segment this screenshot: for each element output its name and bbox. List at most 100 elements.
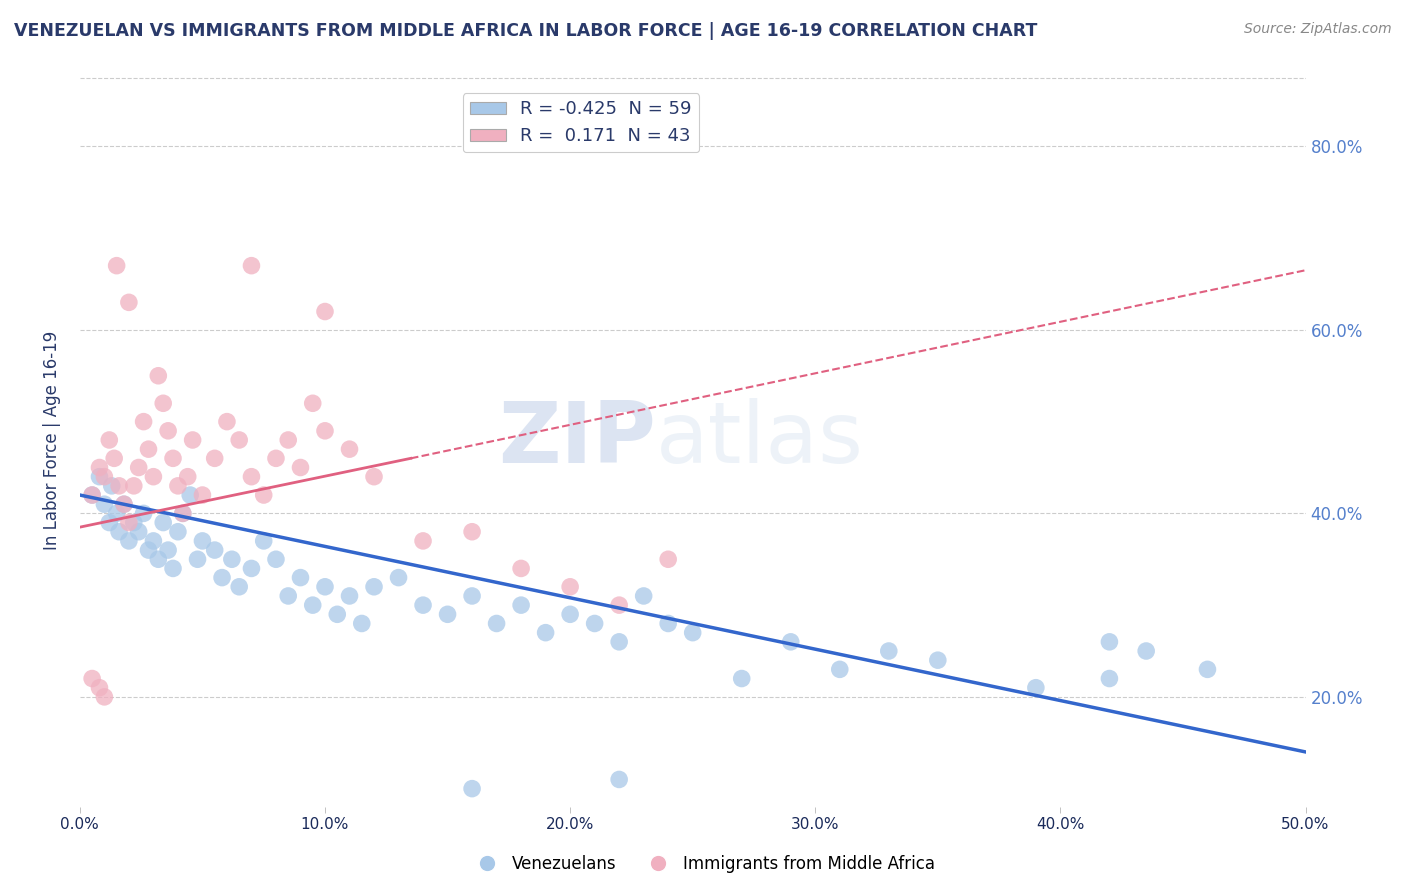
Point <box>534 625 557 640</box>
Point <box>339 442 361 457</box>
Point <box>510 598 533 612</box>
Point <box>326 607 349 622</box>
Point <box>221 552 243 566</box>
Point <box>204 451 226 466</box>
Point <box>510 561 533 575</box>
Point <box>461 781 484 796</box>
Point <box>314 304 336 318</box>
Point <box>290 571 312 585</box>
Text: VENEZUELAN VS IMMIGRANTS FROM MIDDLE AFRICA IN LABOR FORCE | AGE 16-19 CORRELATI: VENEZUELAN VS IMMIGRANTS FROM MIDDLE AFR… <box>14 22 1038 40</box>
Point <box>253 488 276 502</box>
Point <box>1098 672 1121 686</box>
Point <box>657 616 679 631</box>
Point <box>779 635 801 649</box>
Point <box>657 552 679 566</box>
Point <box>301 396 323 410</box>
Point <box>253 533 276 548</box>
Point <box>1197 662 1219 676</box>
Point <box>103 451 125 466</box>
Point <box>314 424 336 438</box>
Point <box>228 580 250 594</box>
Point <box>558 580 581 594</box>
Point <box>583 616 606 631</box>
Point <box>204 543 226 558</box>
Point <box>290 460 312 475</box>
Point <box>112 497 135 511</box>
Point <box>186 552 208 566</box>
Point <box>138 543 160 558</box>
Point <box>148 552 170 566</box>
Point <box>100 479 122 493</box>
Point <box>301 598 323 612</box>
Text: ZIP: ZIP <box>498 399 657 482</box>
Point <box>89 681 111 695</box>
Point <box>633 589 655 603</box>
Point <box>1135 644 1157 658</box>
Point <box>314 580 336 594</box>
Point <box>118 516 141 530</box>
Point <box>162 561 184 575</box>
Point <box>93 690 115 704</box>
Point <box>240 259 263 273</box>
Point <box>363 469 385 483</box>
Point <box>558 607 581 622</box>
Point <box>211 571 233 585</box>
Point <box>128 460 150 475</box>
Point <box>363 580 385 594</box>
Point <box>172 507 194 521</box>
Point <box>162 451 184 466</box>
Point <box>142 533 165 548</box>
Point <box>607 635 630 649</box>
Point <box>167 524 190 539</box>
Point <box>682 625 704 640</box>
Point <box>927 653 949 667</box>
Point <box>461 589 484 603</box>
Point <box>98 433 121 447</box>
Point <box>436 607 458 622</box>
Text: Source: ZipAtlas.com: Source: ZipAtlas.com <box>1244 22 1392 37</box>
Point <box>148 368 170 383</box>
Point <box>412 598 434 612</box>
Point <box>350 616 373 631</box>
Point <box>93 469 115 483</box>
Point <box>167 479 190 493</box>
Point <box>93 497 115 511</box>
Point <box>228 433 250 447</box>
Point <box>387 571 409 585</box>
Point <box>277 433 299 447</box>
Point <box>82 488 104 502</box>
Point <box>828 662 851 676</box>
Point <box>82 672 104 686</box>
Point <box>1025 681 1047 695</box>
Legend: R = -0.425  N = 59, R =  0.171  N = 43: R = -0.425 N = 59, R = 0.171 N = 43 <box>463 93 699 153</box>
Point <box>122 479 145 493</box>
Point <box>215 415 238 429</box>
Point <box>89 469 111 483</box>
Y-axis label: In Labor Force | Age 16-19: In Labor Force | Age 16-19 <box>44 330 60 549</box>
Point <box>277 589 299 603</box>
Point <box>157 543 180 558</box>
Point <box>485 616 508 631</box>
Point <box>264 552 287 566</box>
Point <box>731 672 754 686</box>
Point <box>181 433 204 447</box>
Point <box>132 507 155 521</box>
Point <box>132 415 155 429</box>
Point <box>122 516 145 530</box>
Point <box>177 469 200 483</box>
Point <box>152 396 174 410</box>
Point <box>108 479 131 493</box>
Point <box>877 644 900 658</box>
Point <box>240 469 263 483</box>
Point <box>118 533 141 548</box>
Point <box>1098 635 1121 649</box>
Point <box>142 469 165 483</box>
Point <box>264 451 287 466</box>
Point <box>118 295 141 310</box>
Point <box>172 507 194 521</box>
Legend: Venezuelans, Immigrants from Middle Africa: Venezuelans, Immigrants from Middle Afri… <box>464 848 942 880</box>
Point <box>412 533 434 548</box>
Point <box>607 772 630 787</box>
Point <box>82 488 104 502</box>
Point <box>138 442 160 457</box>
